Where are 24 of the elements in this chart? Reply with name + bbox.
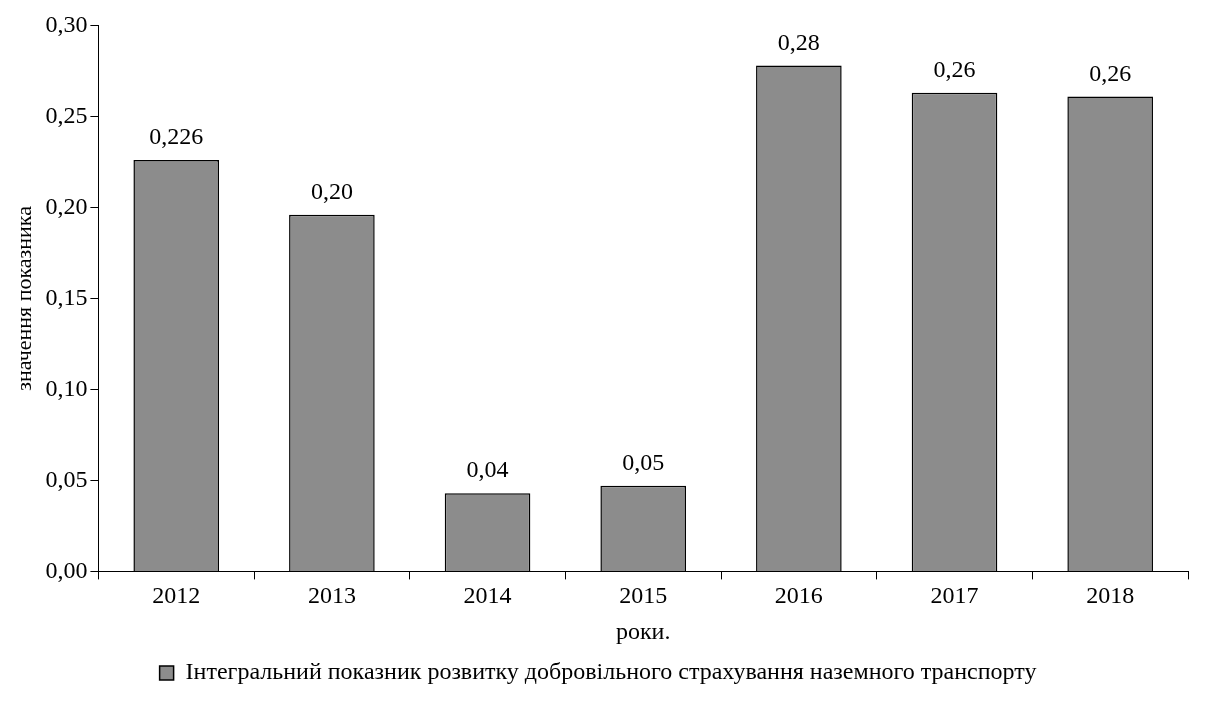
data-label: 0,26 (1089, 59, 1132, 86)
y-tick-label: 0,10 (45, 374, 88, 401)
x-tick-label: 2016 (774, 582, 823, 609)
y-tick-label: 0,30 (45, 10, 88, 37)
x-tick-label: 2013 (307, 582, 356, 609)
data-label: 0,226 (149, 123, 204, 150)
x-tick-label: 2015 (619, 582, 668, 609)
x-tick-label: 2012 (152, 582, 201, 609)
y-tick-label: 0,00 (45, 556, 88, 583)
data-label: 0,28 (777, 28, 820, 55)
x-axis-title: роки. (615, 617, 671, 644)
x-tick-label: 2018 (1086, 582, 1135, 609)
data-label: 0,26 (933, 56, 976, 83)
data-label: 0,20 (310, 177, 353, 204)
y-tick-label: 0,05 (45, 465, 88, 492)
y-tick-label: 0,15 (45, 283, 88, 310)
x-tick-label: 2017 (930, 582, 979, 609)
y-axis-title: значення показника (10, 205, 36, 391)
y-tick-label: 0,20 (45, 192, 88, 219)
data-label: 0,04 (466, 456, 509, 483)
data-label: 0,05 (622, 449, 665, 476)
legend-label: Інтегральний показник розвитку добровільного страхування наземного транспорту (185, 658, 1037, 685)
x-tick-label: 2014 (463, 582, 512, 609)
y-tick-label: 0,25 (45, 101, 88, 128)
